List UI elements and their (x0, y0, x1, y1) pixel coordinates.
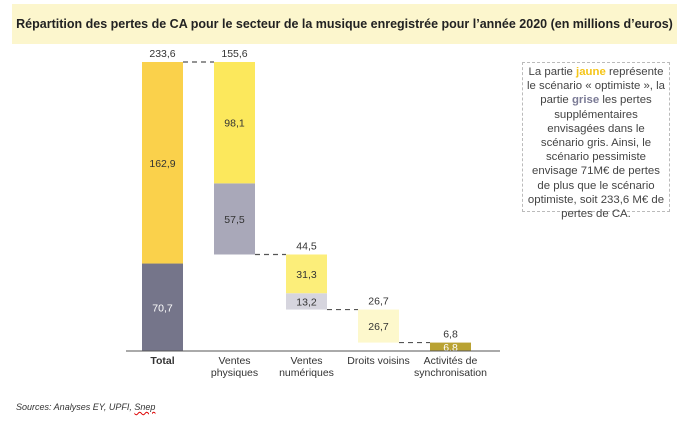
segment-label: 26,7 (368, 321, 389, 333)
segment-label: 6,8 (443, 342, 458, 354)
total-label: 6,8 (443, 329, 458, 341)
segment-label: 70,7 (152, 302, 173, 314)
chart-title: Répartition des pertes de CA pour le sec… (12, 4, 677, 44)
bar-segment (286, 254, 327, 294)
bar-segment (214, 183, 255, 255)
source-snep: Snep (134, 402, 156, 412)
segment-label: 13,2 (296, 296, 317, 308)
total-label: 233,6 (149, 48, 175, 60)
note-text-3: les pertes supplémentaires envisagées da… (527, 94, 665, 221)
segment-label: 57,5 (224, 214, 245, 226)
note-text-2: représente le scénario « optimiste », la… (526, 66, 666, 107)
note-grise: grise (571, 94, 600, 107)
explanation-note: La partie jaune représente le scénario «… (522, 62, 670, 220)
category-label: numériques (279, 367, 334, 379)
bar-segment (214, 62, 255, 184)
note-text-1: La partie (528, 66, 577, 78)
total-label: 155,6 (221, 48, 247, 60)
source-note: Sources: Analyses EY, UPFI, Snep (16, 402, 155, 412)
total-label: 44,5 (296, 241, 317, 253)
category-label: Ventes (218, 355, 250, 367)
total-label: 26,7 (368, 296, 389, 308)
segment-label: 162,9 (149, 158, 175, 170)
bar-segment (430, 342, 471, 351)
category-label: Droits voisins (347, 355, 409, 367)
segment-label: 98,1 (224, 118, 245, 130)
segment-label: 31,3 (296, 269, 317, 281)
bar-segment (142, 62, 183, 264)
category-label: Ventes (290, 355, 322, 367)
category-label: Activités de (424, 355, 478, 367)
bar-segment (358, 309, 399, 343)
source-text: Sources: Analyses EY, UPFI, (16, 402, 135, 412)
waterfall-chart: 70,7162,9233,6Total57,598,1155,6Ventesph… (126, 48, 500, 379)
category-label: physiques (211, 367, 258, 379)
bar-segment (142, 263, 183, 351)
note-jaune: jaune (576, 66, 606, 78)
category-label: synchronisation (414, 367, 487, 379)
category-label: Total (150, 355, 174, 367)
bar-segment (286, 293, 327, 310)
